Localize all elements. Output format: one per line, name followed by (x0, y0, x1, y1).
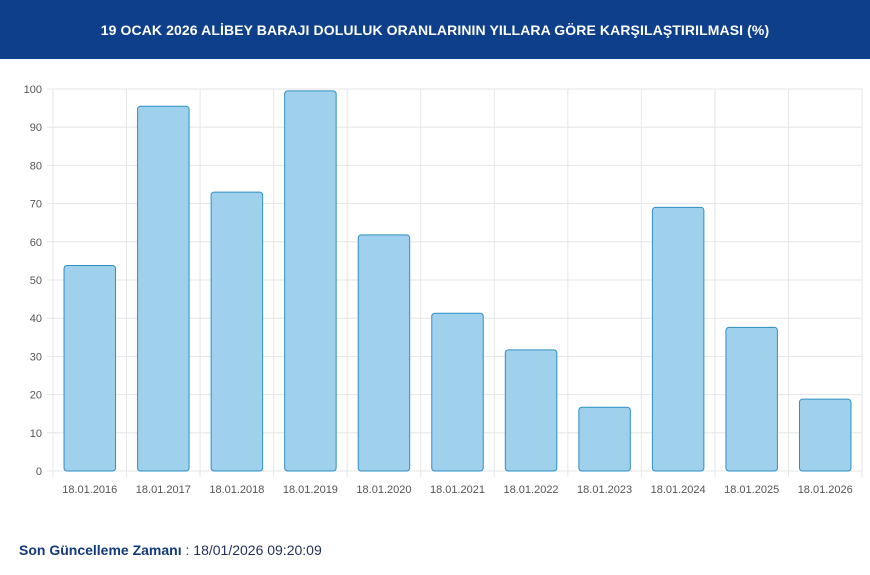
bar[interactable] (137, 105, 190, 472)
last-updated-separator: : (181, 542, 194, 558)
y-tick-label: 30 (30, 351, 42, 363)
x-tick-label: 18.01.2021 (430, 484, 485, 496)
x-tick-label: 18.01.2024 (651, 484, 706, 496)
bar[interactable] (357, 234, 411, 472)
bar[interactable] (578, 406, 631, 472)
x-axis-ticks: 18.01.2016 18.01.2017 18.01.2018 18.01.2019… (62, 484, 853, 496)
x-tick-label: 18.01.2016 (62, 484, 117, 496)
y-tick-label: 90 (30, 122, 42, 134)
page-title: 19 OCAK 2026 ALİBEY BARAJI DOLULUK ORANL… (100, 21, 770, 38)
bar[interactable] (725, 326, 778, 472)
chart-container: 0 10 20 30 40 50 60 70 80 90 100 18.01.2016 18.01.2… (0, 59, 870, 519)
bar[interactable] (651, 206, 705, 472)
last-updated: Son Güncelleme Zamanı : 18/01/2026 09:20… (19, 542, 322, 558)
last-updated-value: 18/01/2026 09:20:09 (193, 542, 322, 558)
x-tick-label: 18.01.2020 (356, 484, 411, 496)
x-tick-label: 18.01.2026 (798, 484, 853, 496)
y-axis-ticks: 0 10 20 30 40 50 60 70 80 90 100 (24, 84, 42, 478)
bar[interactable] (431, 312, 484, 472)
y-tick-label: 0 (36, 466, 42, 478)
bar[interactable] (504, 349, 558, 472)
y-tick-label: 20 (30, 390, 42, 402)
y-tick-label: 40 (30, 313, 42, 325)
x-tick-label: 18.01.2018 (209, 484, 264, 496)
y-tick-label: 100 (24, 84, 42, 96)
bar[interactable] (284, 90, 337, 472)
y-tick-label: 50 (30, 275, 42, 287)
bar[interactable] (798, 398, 852, 472)
y-tick-label: 70 (30, 199, 42, 211)
y-tick-label: 80 (30, 160, 42, 172)
y-tick-label: 10 (30, 428, 42, 440)
bars (63, 90, 852, 472)
last-updated-label: Son Güncelleme Zamanı (19, 542, 182, 558)
x-tick-label: 18.01.2022 (504, 484, 559, 496)
x-tick-label: 18.01.2023 (577, 484, 632, 496)
bar[interactable] (63, 264, 117, 472)
x-tick-label: 18.01.2025 (724, 484, 779, 496)
x-tick-label: 18.01.2019 (283, 484, 338, 496)
bar[interactable] (210, 191, 264, 472)
y-tick-label: 60 (30, 237, 42, 249)
x-tick-label: 18.01.2017 (136, 484, 191, 496)
header-bar: 19 OCAK 2026 ALİBEY BARAJI DOLULUK ORANL… (0, 0, 870, 59)
